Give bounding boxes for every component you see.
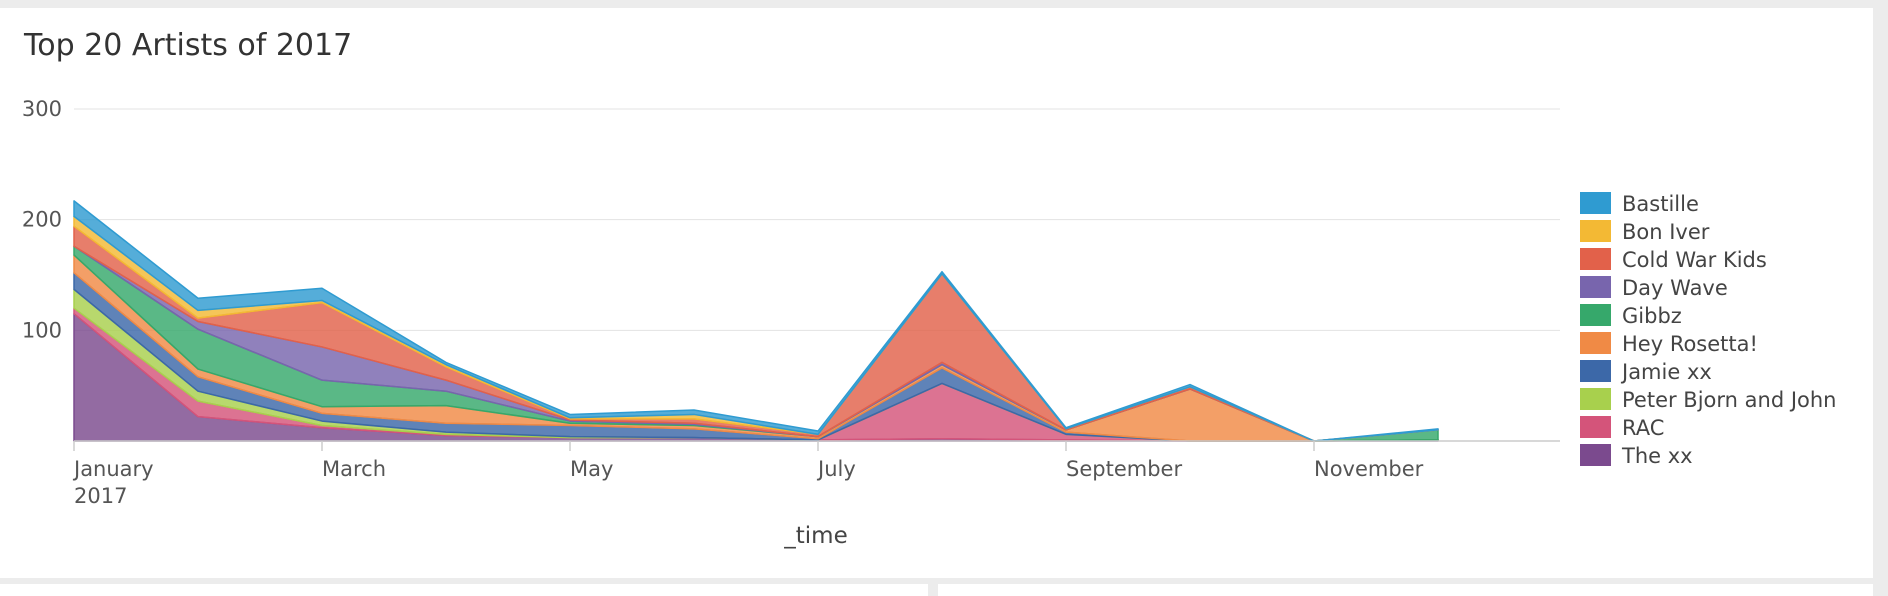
- legend-item[interactable]: Peter Bjorn and John: [1580, 388, 1836, 412]
- legend-item[interactable]: Day Wave: [1580, 276, 1728, 300]
- legend-swatch: [1580, 192, 1611, 214]
- legend-swatch: [1580, 304, 1611, 326]
- y-tick-label: 200: [22, 208, 62, 232]
- x-tick-label: January: [72, 457, 154, 481]
- legend-item[interactable]: Hey Rosetta!: [1580, 332, 1758, 356]
- legend-item[interactable]: The xx: [1580, 444, 1693, 468]
- gridlines: 100 200 300: [22, 97, 1560, 342]
- x-tick-sublabel: 2017: [74, 484, 127, 508]
- legend-swatch: [1580, 332, 1611, 354]
- legend-swatch: [1580, 388, 1611, 410]
- legend-swatch: [1580, 276, 1611, 298]
- x-tick-label: May: [570, 457, 613, 481]
- legend-label: Peter Bjorn and John: [1622, 388, 1836, 412]
- panel-below-left: [0, 584, 928, 596]
- legend-item[interactable]: Jamie xx: [1580, 360, 1712, 384]
- chart-title: Top 20 Artists of 2017: [24, 28, 353, 63]
- legend-swatch: [1580, 248, 1611, 270]
- legend-item[interactable]: Bon Iver: [1580, 220, 1710, 244]
- legend-label: Day Wave: [1622, 276, 1728, 300]
- legend-label: The xx: [1621, 444, 1693, 468]
- y-tick-label: 100: [22, 318, 62, 342]
- legend-swatch: [1580, 220, 1611, 242]
- series-areas: [73, 200, 1439, 442]
- legend-label: Jamie xx: [1620, 360, 1712, 384]
- area-series-bastille[interactable]: [73, 200, 1439, 442]
- legend-label: Cold War Kids: [1622, 248, 1767, 272]
- x-tick-label: November: [1314, 457, 1424, 481]
- x-tick-label: September: [1066, 457, 1182, 481]
- legend-item[interactable]: Cold War Kids: [1580, 248, 1767, 272]
- x-axis-title: _time: [783, 523, 847, 549]
- axes: January 2017 March May July September November…: [72, 440, 1560, 549]
- legend-swatch: [1580, 360, 1611, 382]
- panel-below-right: [938, 584, 1873, 596]
- legend-label: RAC: [1622, 416, 1664, 440]
- y-tick-label: 300: [22, 97, 62, 121]
- legend-swatch: [1580, 444, 1611, 466]
- chart-legend: Bastille Bon Iver Cold War Kids Day Wave Gib…: [1580, 192, 1836, 468]
- legend-swatch: [1580, 416, 1611, 438]
- x-tick-label: March: [322, 457, 386, 481]
- legend-label: Bon Iver: [1622, 220, 1710, 244]
- legend-item[interactable]: RAC: [1580, 416, 1664, 440]
- legend-label: Bastille: [1622, 192, 1699, 216]
- legend-label: Hey Rosetta!: [1622, 332, 1758, 356]
- legend-label: Gibbz: [1622, 304, 1682, 328]
- legend-item[interactable]: Gibbz: [1580, 304, 1682, 328]
- x-tick-label: July: [816, 457, 856, 481]
- legend-item[interactable]: Bastille: [1580, 192, 1699, 216]
